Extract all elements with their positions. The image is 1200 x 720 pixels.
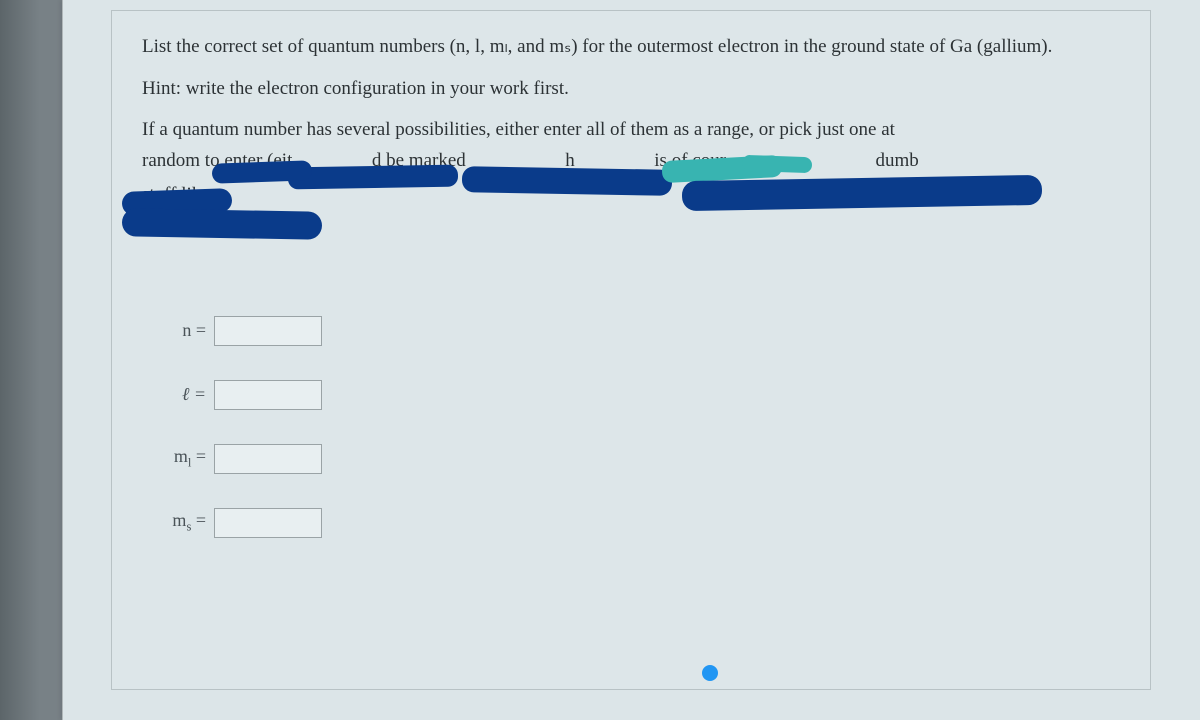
- label-l: ℓ =: [142, 384, 214, 405]
- label-ms: ms =: [142, 510, 214, 535]
- input-ml[interactable]: [214, 444, 322, 474]
- redact-mark-5: [682, 175, 1042, 211]
- question-line-3: If a quantum number has several possibil…: [142, 116, 1120, 144]
- field-row-ml: ml =: [142, 444, 1120, 474]
- page-left-shadow: [0, 0, 66, 720]
- loading-indicator-icon: [702, 665, 718, 681]
- field-row-ms: ms =: [142, 508, 1120, 538]
- input-ms[interactable]: [214, 508, 322, 538]
- redact-mark-6: [742, 154, 813, 172]
- question-hint: Hint: write the electron configuration i…: [142, 75, 1120, 103]
- partial-frag-5: dumb: [876, 147, 919, 176]
- label-n: n =: [142, 320, 214, 341]
- redact-mark-8: [212, 160, 313, 183]
- question-line-1: List the correct set of quantum numbers …: [142, 33, 1120, 61]
- redaction-overlay: [142, 216, 1120, 286]
- redact-mark-2: [288, 164, 458, 189]
- question-card: List the correct set of quantum numbers …: [111, 10, 1151, 690]
- page-surface: List the correct set of quantum numbers …: [62, 0, 1200, 720]
- field-row-n: n =: [142, 316, 1120, 346]
- input-l[interactable]: [214, 380, 322, 410]
- answer-fields: n = ℓ = ml = ms =: [142, 316, 1120, 538]
- redact-mark-7: [122, 208, 322, 239]
- field-row-l: ℓ =: [142, 380, 1120, 410]
- label-ml: ml =: [142, 446, 214, 471]
- input-n[interactable]: [214, 316, 322, 346]
- redact-mark-3: [462, 166, 672, 196]
